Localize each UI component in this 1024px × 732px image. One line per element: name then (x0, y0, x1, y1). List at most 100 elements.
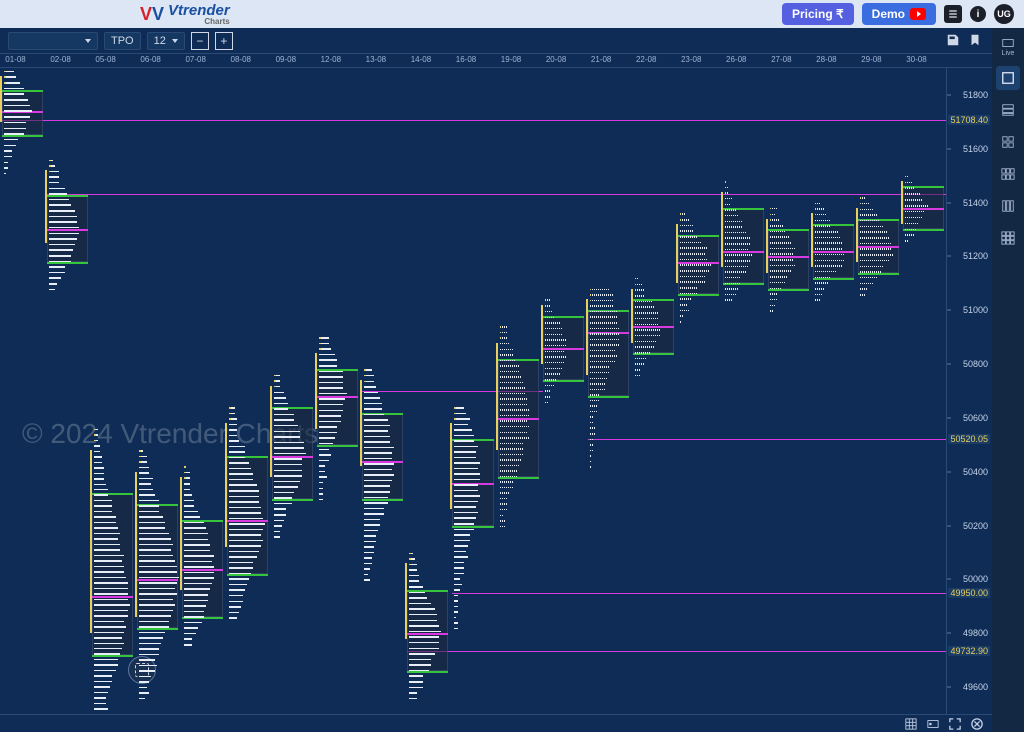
logo-text: Vtrender Charts (168, 2, 230, 26)
close-icon[interactable] (970, 717, 984, 731)
tpo-profile (723, 181, 764, 299)
date-tick: 02-08 (50, 55, 70, 64)
chart-plot[interactable]: © 2024 Vtrender Charts (0, 68, 946, 714)
price-line-label: 50520.05 (948, 434, 990, 444)
rail-columns-panel[interactable] (996, 194, 1020, 218)
rail-3x2-panel[interactable] (996, 162, 1020, 186)
tpo-profile (813, 203, 854, 300)
list-icon[interactable] (944, 5, 962, 23)
tpo-profile (678, 213, 719, 321)
grid-icon[interactable] (904, 717, 918, 731)
demo-button[interactable]: Demo (862, 3, 936, 25)
date-tick: 14-08 (411, 55, 431, 64)
price-tick: 50200 (963, 521, 988, 531)
rail-single-panel[interactable] (996, 66, 1020, 90)
rail-rows-panel[interactable] (996, 98, 1020, 122)
price-tick: 51000 (963, 305, 988, 315)
tpo-profile (227, 407, 268, 617)
chart-footer (0, 714, 992, 732)
tpo-profile (543, 299, 584, 401)
price-line-label: 49732.90 (948, 646, 990, 656)
date-tick: 30-08 (906, 55, 926, 64)
price-tick: 50800 (963, 359, 988, 369)
app-header: VV Vtrender Charts Pricing ₹ Demo i UG (0, 0, 1024, 28)
price-reference-line (588, 439, 946, 440)
date-tick: 27-08 (771, 55, 791, 64)
right-rail: Live (992, 28, 1024, 732)
price-tick: 49600 (963, 682, 988, 692)
pricing-button[interactable]: Pricing ₹ (782, 3, 854, 25)
tpo-profile (498, 326, 539, 525)
plot-wrap: © 2024 Vtrender Charts 49600498005000050… (0, 68, 992, 714)
tpo-profile (182, 466, 223, 644)
rail-live-label: Live (1002, 50, 1015, 57)
main-area: TPO 12 − + 01-08 02-08 05-08 06-08 07-08 08-0… (0, 28, 1024, 732)
price-axis: 4960049800500005020050400506005080051000… (946, 68, 992, 714)
date-tick: 07-08 (185, 55, 205, 64)
tpo-profile (2, 71, 43, 173)
date-tick: 16-08 (456, 55, 476, 64)
tpo-profile (588, 289, 629, 467)
zoom-in-button[interactable]: + (215, 32, 233, 50)
tpo-profile (47, 160, 88, 289)
fullscreen-icon[interactable] (948, 717, 962, 731)
rail-2x2-panel[interactable] (996, 130, 1020, 154)
price-tick: 50600 (963, 413, 988, 423)
header-actions: Pricing ₹ Demo i UG (782, 3, 1014, 25)
chart-toolbar: TPO 12 − + (0, 28, 992, 54)
date-tick: 22-08 (636, 55, 656, 64)
bookmark-icon[interactable] (968, 33, 984, 49)
date-tick: 21-08 (591, 55, 611, 64)
price-reference-line (2, 120, 946, 121)
tpo-profile (272, 375, 313, 537)
price-reference-line (407, 651, 946, 652)
date-tick: 09-08 (276, 55, 296, 64)
date-tick: 23-08 (681, 55, 701, 64)
price-tick: 51200 (963, 251, 988, 261)
symbol-select[interactable] (8, 32, 98, 50)
date-axis: 01-0802-0805-0806-0807-0808-0809-0812-08… (0, 54, 992, 68)
chart-mode-select[interactable]: TPO (104, 32, 141, 50)
demo-button-label: Demo (872, 7, 905, 21)
date-tick: 01-08 (5, 55, 25, 64)
date-tick: 08-08 (231, 55, 251, 64)
price-line-label: 51708.40 (948, 115, 990, 125)
date-tick: 20-08 (546, 55, 566, 64)
price-tick: 49800 (963, 628, 988, 638)
price-tick: 50400 (963, 467, 988, 477)
interval-select[interactable]: 12 (147, 32, 185, 50)
tpo-profile (407, 553, 448, 698)
date-tick: 05-08 (95, 55, 115, 64)
tpo-profile (858, 197, 899, 294)
zoom-out-button[interactable]: − (191, 32, 209, 50)
date-tick: 28-08 (816, 55, 836, 64)
youtube-icon (910, 8, 926, 20)
save-icon[interactable] (946, 33, 962, 49)
date-tick: 06-08 (140, 55, 160, 64)
tpo-profile (137, 450, 178, 698)
tpo-profile (768, 208, 809, 310)
chart-region: TPO 12 − + 01-08 02-08 05-08 06-08 07-08 08-0… (0, 28, 992, 732)
tpo-profile (92, 429, 133, 714)
date-tick: 13-08 (366, 55, 386, 64)
date-tick: 19-08 (501, 55, 521, 64)
price-tick: 51400 (963, 198, 988, 208)
tpo-profile (903, 176, 944, 241)
rec-icon[interactable] (926, 717, 940, 731)
tpo-profile (362, 369, 403, 579)
price-line-label: 49950.00 (948, 588, 990, 598)
price-reference-line (47, 194, 946, 195)
rail-live[interactable]: Live (996, 34, 1020, 58)
chart-mode-label: TPO (111, 35, 134, 47)
logo-mark-icon: VV (140, 4, 164, 25)
price-reference-line (452, 593, 946, 594)
price-tick: 51600 (963, 144, 988, 154)
user-avatar[interactable]: UG (994, 4, 1014, 24)
price-tick: 51800 (963, 90, 988, 100)
date-tick: 26-08 (726, 55, 746, 64)
tpo-profile (633, 278, 674, 375)
date-tick: 29-08 (861, 55, 881, 64)
rail-3x3-panel[interactable] (996, 226, 1020, 250)
tpo-profile (452, 407, 493, 628)
info-icon[interactable]: i (970, 6, 986, 22)
